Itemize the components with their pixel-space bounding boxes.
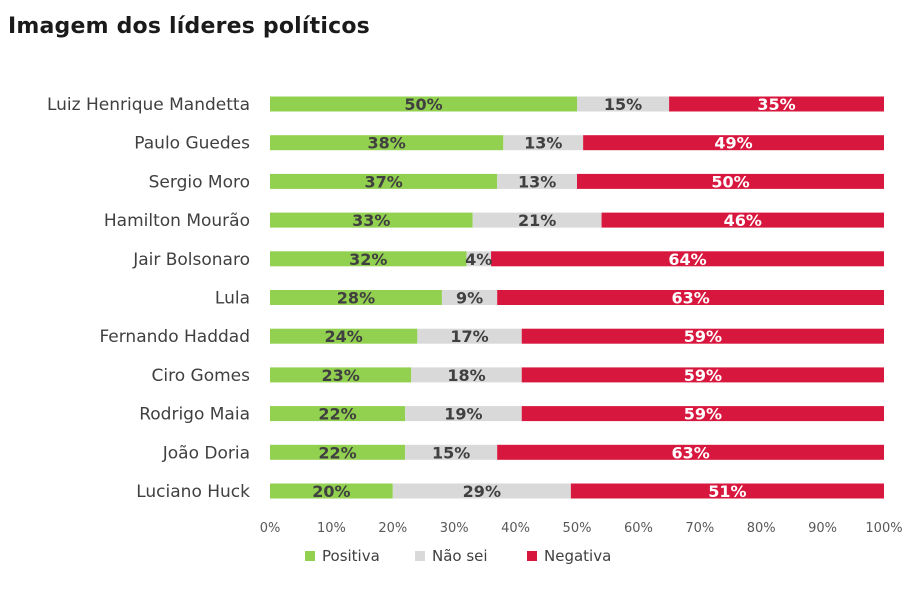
category-label-hamilton-mourao: Hamilton Mourão	[104, 211, 250, 231]
bar-positiva-hamilton-mourao	[270, 212, 473, 228]
bar-positiva-luiz-henrique-mandetta	[270, 96, 577, 112]
bar-nao-sei-ciro-gomes	[411, 367, 522, 383]
bar-positiva-luciano-huck	[270, 483, 393, 499]
x-tick-label-5: 50%	[563, 521, 592, 536]
bar-negativa-sergio-moro	[577, 173, 884, 189]
bar-negativa-jair-bolsonaro	[491, 251, 884, 267]
x-tick-label-6: 60%	[624, 521, 653, 536]
legend-label-positiva: Positiva	[322, 547, 380, 565]
bar-positiva-fernando-haddad	[270, 328, 418, 344]
data-label-negativa-joao-doria: 63%	[671, 443, 709, 462]
x-tick-label-8: 80%	[747, 521, 776, 536]
bar-negativa-paulo-guedes	[583, 135, 884, 151]
data-label-positiva-ciro-gomes: 23%	[321, 366, 359, 385]
bar-negativa-joao-doria	[497, 444, 884, 460]
bar-positiva-lula	[270, 290, 442, 305]
category-label-paulo-guedes: Paulo Guedes	[134, 134, 250, 154]
x-tick-label-7: 70%	[685, 521, 714, 536]
data-label-nao-sei-hamilton-mourao: 21%	[518, 211, 556, 230]
category-label-joao-doria: João Doria	[162, 443, 250, 463]
bar-positiva-sergio-moro	[270, 173, 498, 189]
data-label-positiva-luiz-henrique-mandetta: 50%	[404, 95, 442, 114]
bar-nao-sei-luciano-huck	[392, 483, 571, 499]
bar-positiva-paulo-guedes	[270, 135, 504, 151]
data-label-positiva-luciano-huck: 20%	[312, 482, 350, 501]
bar-nao-sei-jair-bolsonaro	[466, 251, 492, 267]
category-label-jair-bolsonaro: Jair Bolsonaro	[132, 250, 250, 270]
category-label-fernando-haddad: Fernando Haddad	[99, 327, 250, 347]
data-label-nao-sei-lula: 9%	[456, 289, 483, 308]
data-label-negativa-paulo-guedes: 49%	[714, 134, 752, 153]
x-tick-label-0: 0%	[260, 521, 281, 536]
data-label-negativa-luiz-henrique-mandetta: 35%	[757, 95, 795, 114]
bar-nao-sei-fernando-haddad	[417, 328, 522, 344]
data-label-positiva-hamilton-mourao: 33%	[352, 211, 390, 230]
bar-nao-sei-lula	[441, 290, 498, 305]
category-label-luciano-huck: Luciano Huck	[136, 482, 250, 502]
legend-swatch-negativa	[527, 551, 537, 561]
data-label-nao-sei-jair-bolsonaro: 4%	[465, 250, 492, 269]
data-label-nao-sei-rodrigo-maia: 19%	[444, 405, 482, 424]
data-label-positiva-joao-doria: 22%	[318, 443, 356, 462]
bar-negativa-luiz-henrique-mandetta	[669, 96, 884, 112]
x-tick-label-2: 20%	[378, 521, 407, 536]
x-tick-label-4: 40%	[501, 521, 530, 536]
x-tick-label-9: 90%	[808, 521, 837, 536]
data-label-nao-sei-sergio-moro: 13%	[518, 172, 556, 191]
data-label-negativa-jair-bolsonaro: 64%	[668, 250, 706, 269]
legend-swatch-positiva	[305, 551, 315, 561]
legend-label-nao-sei: Não sei	[432, 547, 488, 565]
data-label-nao-sei-joao-doria: 15%	[432, 443, 470, 462]
data-label-negativa-rodrigo-maia: 59%	[684, 405, 722, 424]
category-label-ciro-gomes: Ciro Gomes	[152, 366, 251, 386]
x-tick-label-3: 30%	[440, 521, 469, 536]
data-label-nao-sei-luciano-huck: 29%	[463, 482, 501, 501]
data-label-negativa-ciro-gomes: 59%	[684, 366, 722, 385]
data-label-positiva-rodrigo-maia: 22%	[318, 405, 356, 424]
data-label-positiva-sergio-moro: 37%	[364, 172, 402, 191]
bar-positiva-joao-doria	[270, 444, 406, 460]
category-label-sergio-moro: Sergio Moro	[149, 172, 250, 192]
data-label-positiva-lula: 28%	[337, 289, 375, 308]
data-label-nao-sei-fernando-haddad: 17%	[450, 327, 488, 346]
bar-negativa-hamilton-mourao	[601, 212, 884, 228]
legend-label-negativa: Negativa	[544, 547, 611, 565]
data-label-positiva-paulo-guedes: 38%	[368, 134, 406, 153]
data-label-nao-sei-paulo-guedes: 13%	[524, 134, 562, 153]
data-label-negativa-lula: 63%	[671, 289, 709, 308]
bar-nao-sei-sergio-moro	[497, 173, 577, 189]
chart-title: Imagem dos líderes políticos	[8, 14, 370, 39]
x-tick-label-10: 100%	[865, 521, 902, 536]
category-label-rodrigo-maia: Rodrigo Maia	[139, 405, 250, 425]
bar-nao-sei-luiz-henrique-mandetta	[577, 96, 670, 112]
data-label-nao-sei-ciro-gomes: 18%	[447, 366, 485, 385]
bar-negativa-fernando-haddad	[521, 328, 884, 344]
bar-negativa-ciro-gomes	[521, 367, 884, 383]
bar-nao-sei-hamilton-mourao	[472, 212, 602, 228]
bar-nao-sei-joao-doria	[405, 444, 498, 460]
data-label-positiva-fernando-haddad: 24%	[325, 327, 363, 346]
bar-nao-sei-rodrigo-maia	[405, 406, 522, 422]
data-label-nao-sei-luiz-henrique-mandetta: 15%	[604, 95, 642, 114]
bar-nao-sei-paulo-guedes	[503, 135, 584, 151]
data-label-negativa-luciano-huck: 51%	[708, 482, 746, 501]
category-label-luiz-henrique-mandetta: Luiz Henrique Mandetta	[47, 95, 250, 115]
bar-positiva-ciro-gomes	[270, 367, 412, 383]
data-label-negativa-fernando-haddad: 59%	[684, 327, 722, 346]
bar-negativa-luciano-huck	[570, 483, 884, 499]
bar-positiva-jair-bolsonaro	[270, 251, 467, 267]
data-label-negativa-sergio-moro: 50%	[711, 172, 749, 191]
bar-negativa-rodrigo-maia	[521, 406, 884, 422]
data-label-positiva-jair-bolsonaro: 32%	[349, 250, 387, 269]
bar-positiva-rodrigo-maia	[270, 406, 406, 422]
category-label-lula: Lula	[215, 289, 250, 309]
data-label-negativa-hamilton-mourao: 46%	[724, 211, 762, 230]
x-tick-label-1: 10%	[317, 521, 346, 536]
legend-swatch-nao-sei	[415, 551, 425, 561]
bar-negativa-lula	[497, 290, 884, 305]
